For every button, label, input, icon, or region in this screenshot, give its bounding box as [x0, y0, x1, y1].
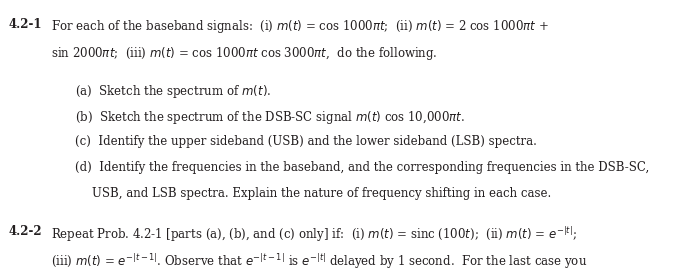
Text: (c)  Identify the upper sideband (USB) and the lower sideband (LSB) spectra.: (c) Identify the upper sideband (USB) an… [75, 135, 537, 148]
Text: 4.2-2: 4.2-2 [8, 225, 42, 238]
Text: For each of the baseband signals:  (i) $m(t)$ = cos 1000$\pi t$;  (ii) $m(t)$ = : For each of the baseband signals: (i) $m… [51, 18, 549, 35]
Text: (a)  Sketch the spectrum of $m(t)$.: (a) Sketch the spectrum of $m(t)$. [75, 83, 271, 100]
Text: (b)  Sketch the spectrum of the DSB-SC signal $m(t)$ cos 10,000$\pi t$.: (b) Sketch the spectrum of the DSB-SC si… [75, 109, 465, 126]
Text: USB, and LSB spectra. Explain the nature of frequency shifting in each case.: USB, and LSB spectra. Explain the nature… [92, 187, 551, 200]
Text: Repeat Prob. 4.2-1 [parts (a), (b), and (c) only] if:  (i) $m(t)$ = sinc (100$t$: Repeat Prob. 4.2-1 [parts (a), (b), and … [51, 225, 577, 244]
Text: sin 2000$\pi t$;  (iii) $m(t)$ = cos 1000$\pi t$ cos 3000$\pi t$,  do the follow: sin 2000$\pi t$; (iii) $m(t)$ = cos 1000… [51, 45, 438, 62]
Text: (d)  Identify the frequencies in the baseband, and the corresponding frequencies: (d) Identify the frequencies in the base… [75, 161, 650, 174]
Text: 4.2-1: 4.2-1 [8, 18, 42, 31]
Text: (iii) $m(t)$ = $e^{-|t-1|}$. Observe that $e^{-|t-1|}$ is $e^{-|t|}$ delayed by : (iii) $m(t)$ = $e^{-|t-1|}$. Observe tha… [51, 253, 587, 271]
